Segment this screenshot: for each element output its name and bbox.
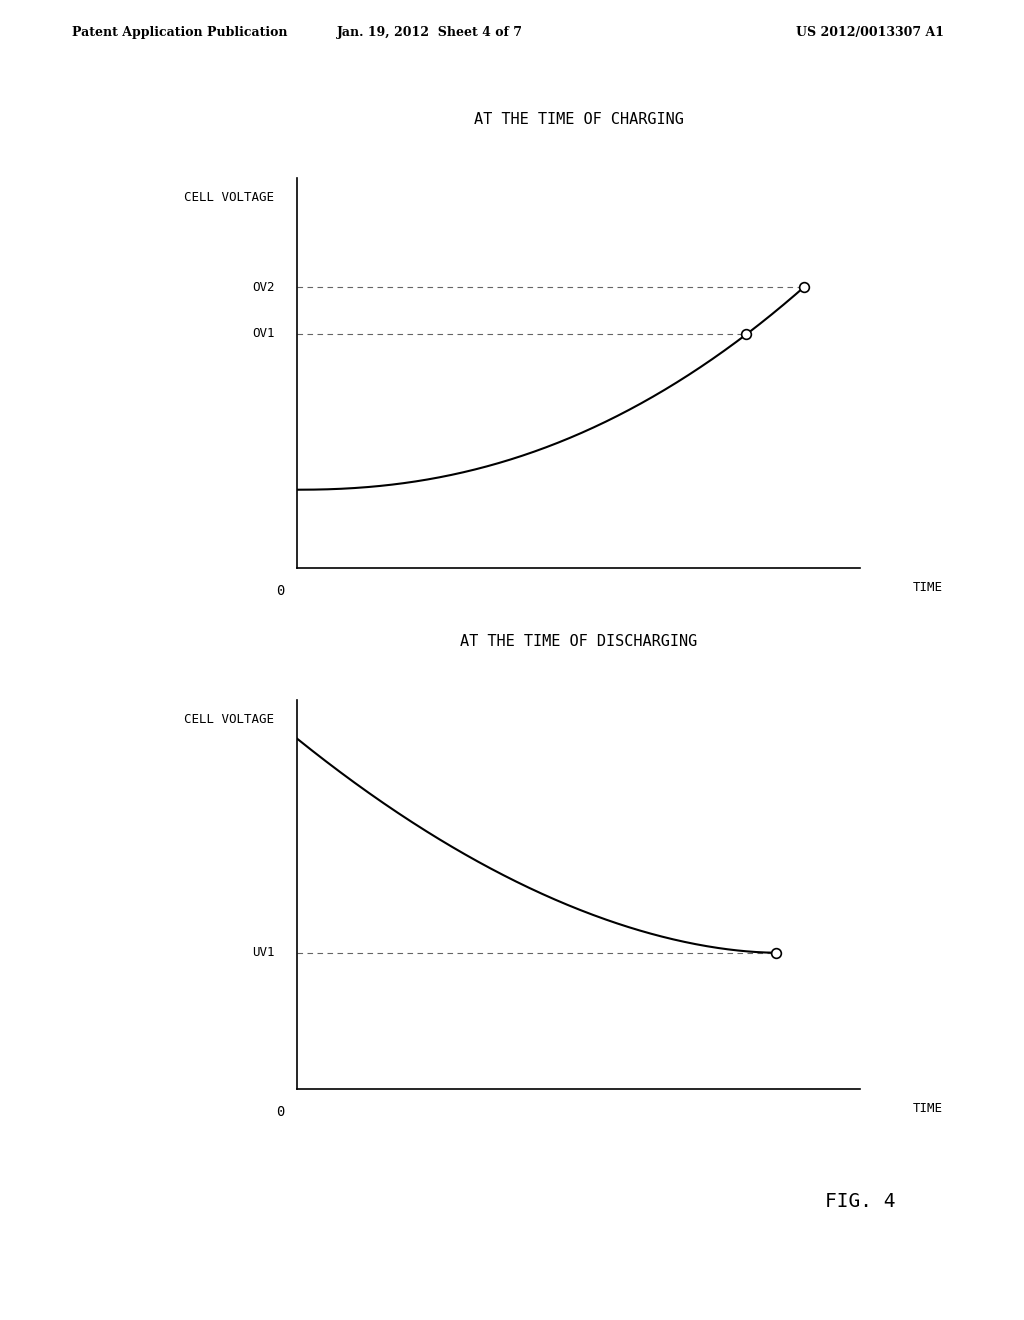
Text: AT THE TIME OF CHARGING: AT THE TIME OF CHARGING — [474, 112, 683, 127]
Text: 0: 0 — [275, 583, 285, 598]
Text: US 2012/0013307 A1: US 2012/0013307 A1 — [797, 26, 944, 40]
Text: TIME: TIME — [912, 1102, 943, 1115]
Text: FIG. 4: FIG. 4 — [825, 1192, 895, 1210]
Text: 0: 0 — [275, 1105, 285, 1119]
Text: Jan. 19, 2012  Sheet 4 of 7: Jan. 19, 2012 Sheet 4 of 7 — [337, 26, 523, 40]
Text: TIME: TIME — [912, 581, 943, 594]
Text: AT THE TIME OF DISCHARGING: AT THE TIME OF DISCHARGING — [460, 634, 697, 648]
Text: OV1: OV1 — [252, 327, 274, 341]
Text: Patent Application Publication: Patent Application Publication — [72, 26, 287, 40]
Text: OV2: OV2 — [252, 281, 274, 294]
Text: CELL VOLTAGE: CELL VOLTAGE — [184, 713, 274, 726]
Text: UV1: UV1 — [252, 946, 274, 960]
Text: CELL VOLTAGE: CELL VOLTAGE — [184, 191, 274, 205]
